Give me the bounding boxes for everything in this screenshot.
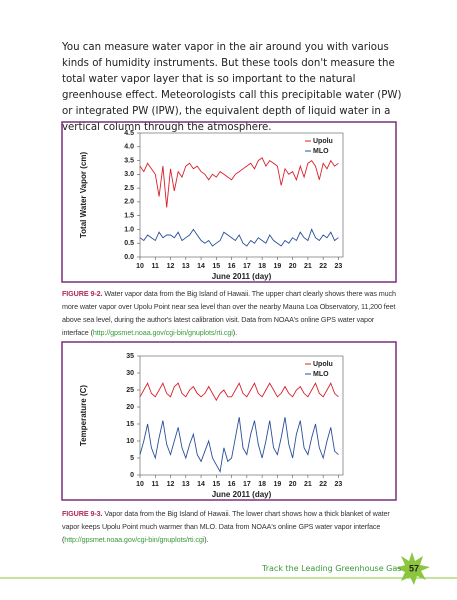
- caption-link[interactable]: http://gpsmet.noaa.gov/cgi-bin/gnuplots/…: [64, 535, 205, 544]
- x-tick-label: 20: [289, 481, 297, 488]
- plot-area: [139, 132, 344, 258]
- x-tick-label: 10: [136, 481, 144, 488]
- page-badge: [396, 552, 430, 585]
- x-tick-label: 12: [167, 263, 175, 270]
- series-line: [139, 157, 339, 208]
- x-tick-label: 14: [197, 263, 205, 270]
- paragraph: You can measure water vapor in the air a…: [62, 42, 402, 133]
- x-tick-label: 18: [258, 481, 266, 488]
- figure-frame: [61, 341, 397, 501]
- y-tick-label: 35: [126, 353, 134, 360]
- x-tick-label: 12: [167, 481, 175, 488]
- x-tick-label: 16: [228, 481, 236, 488]
- x-tick-label: 21: [304, 481, 312, 488]
- y-tick-label: 25: [126, 387, 134, 394]
- y-tick-label: 30: [126, 370, 134, 377]
- caption-label: FIGURE 9-3.: [62, 509, 103, 518]
- footer: Track the Leading Greenhouse Gas: [262, 564, 402, 573]
- y-tick-label: 10: [126, 438, 134, 445]
- x-tick-label: 16: [228, 263, 236, 270]
- x-tick-label: 22: [319, 481, 327, 488]
- caption-link[interactable]: http://gpsmet.noaa.gov/cgi-bin/gnuplots/…: [92, 328, 233, 337]
- y-tick-label: 3.5: [124, 157, 134, 164]
- x-tick-label: 20: [289, 263, 297, 270]
- legend-label: MLO: [313, 148, 329, 155]
- y-tick-label: 1.5: [124, 213, 134, 220]
- caption-end: ).: [232, 328, 237, 337]
- x-tick-label: 17: [243, 481, 251, 488]
- x-tick-label: 23: [335, 481, 343, 488]
- x-tick-label: 11: [152, 263, 160, 270]
- caption: FIGURE 9-2. Water vapor data from the Bi…: [62, 287, 398, 339]
- figure-frame: [61, 121, 397, 283]
- y-tick-label: 20: [126, 404, 134, 411]
- x-tick-label: 19: [273, 481, 281, 488]
- series-line: [139, 417, 339, 473]
- x-tick-label: 17: [243, 263, 251, 270]
- caption: FIGURE 9-3. Vapor data from the Big Isla…: [62, 507, 398, 546]
- x-tick-label: 19: [273, 263, 281, 270]
- y-tick-label: 15: [126, 421, 134, 428]
- y-tick-label: 5: [130, 455, 134, 462]
- x-axis-label: June 2011 (day): [212, 272, 272, 281]
- x-tick-label: 15: [212, 481, 220, 488]
- x-tick-label: 14: [197, 481, 205, 488]
- x-tick-label: 18: [258, 263, 266, 270]
- series-line: [139, 382, 339, 402]
- y-axis-label: Total Water Vapor (cm): [79, 152, 88, 239]
- caption-end: ).: [204, 535, 209, 544]
- x-tick-label: 13: [182, 481, 190, 488]
- legend-label: Upolu: [313, 138, 333, 145]
- x-tick-label: 21: [304, 263, 312, 270]
- plot-area: [139, 355, 344, 476]
- legend-label: MLO: [313, 371, 329, 378]
- caption-label: FIGURE 9-2.: [62, 289, 103, 298]
- y-tick-label: 4.5: [124, 130, 134, 137]
- legend-label: Upolu: [313, 361, 333, 368]
- x-axis-label: June 2011 (day): [212, 490, 272, 499]
- x-tick-label: 10: [136, 263, 144, 270]
- y-tick-label: 2.5: [124, 185, 134, 192]
- x-tick-label: 13: [182, 263, 190, 270]
- series-line: [139, 228, 339, 247]
- y-tick-label: 4.0: [124, 144, 134, 151]
- x-tick-label: 22: [319, 263, 327, 270]
- y-tick-label: 3.0: [124, 171, 134, 178]
- y-tick-label: 0.5: [124, 240, 134, 247]
- y-tick-label: 0: [130, 472, 134, 479]
- page-number: 57: [409, 563, 419, 573]
- x-tick-label: 15: [212, 263, 220, 270]
- x-tick-label: 23: [335, 263, 343, 270]
- x-tick-label: 11: [152, 481, 160, 488]
- caption-text: Vapor data from the Big Island of Hawaii…: [62, 509, 390, 544]
- y-axis-label: Temperature (C): [79, 385, 88, 447]
- y-tick-label: 0.0: [124, 254, 134, 261]
- y-tick-label: 1.0: [124, 226, 134, 233]
- caption-text: Water vapor data from the Big Island of …: [62, 289, 396, 337]
- y-tick-label: 2.0: [124, 199, 134, 206]
